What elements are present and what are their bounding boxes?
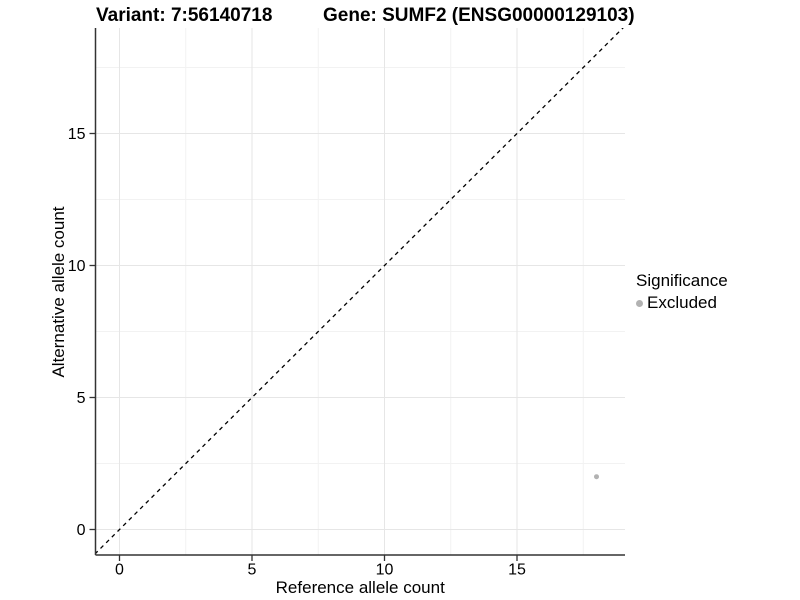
y-tick-label: 0 — [77, 522, 86, 539]
legend: Significance Excluded — [636, 271, 728, 313]
identity-dashed-line — [95, 28, 624, 555]
x-tick-label: 5 — [248, 562, 257, 579]
plot-title-gene: Gene: SUMF2 (ENSG00000129103) — [323, 5, 635, 26]
y-tick-label: 15 — [68, 126, 86, 143]
legend-entry-label: Excluded — [647, 293, 717, 312]
legend-entry-excluded: Excluded — [636, 293, 728, 313]
data-point — [594, 474, 599, 480]
x-tick-label: 10 — [376, 562, 394, 579]
x-tick-label: 0 — [115, 562, 124, 579]
x-tick-label: 15 — [508, 562, 526, 579]
x-axis-title: Reference allele count — [96, 578, 626, 598]
x-axis-title-text: Reference allele count — [275, 578, 445, 597]
legend-title: Significance — [636, 271, 728, 290]
y-tick-label: 10 — [68, 258, 86, 275]
plot-title-variant: Variant: 7:56140718 — [96, 5, 273, 26]
y-tick-label: 5 — [77, 390, 86, 407]
y-axis-title: Alternative allele count — [49, 206, 68, 378]
legend-point-icon — [636, 299, 643, 307]
